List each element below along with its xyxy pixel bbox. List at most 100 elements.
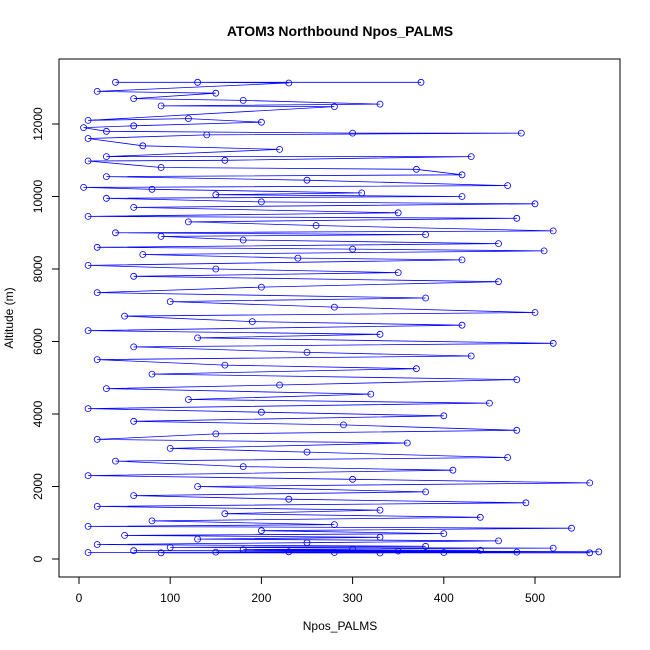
data-point bbox=[194, 334, 202, 342]
x-tick-label: 500 bbox=[525, 591, 545, 605]
data-point bbox=[458, 256, 466, 264]
data-point bbox=[157, 102, 165, 110]
data-point bbox=[549, 544, 557, 552]
data-point bbox=[103, 194, 110, 202]
data-point bbox=[148, 185, 156, 193]
data-point bbox=[157, 232, 165, 240]
data-point bbox=[93, 243, 101, 251]
data-point bbox=[84, 117, 92, 124]
data-point bbox=[417, 78, 425, 86]
data-point bbox=[303, 348, 311, 356]
data-point bbox=[212, 265, 220, 273]
data-point bbox=[139, 142, 147, 150]
data-point bbox=[412, 165, 420, 173]
data-point bbox=[476, 513, 484, 521]
data-point bbox=[194, 483, 202, 490]
data-point bbox=[294, 254, 302, 262]
data-point bbox=[194, 78, 202, 86]
data-point bbox=[184, 218, 192, 226]
data-point bbox=[139, 251, 147, 258]
y-tick-label: 2000 bbox=[31, 473, 45, 500]
data-point bbox=[376, 549, 384, 557]
data-point bbox=[312, 222, 320, 229]
data-point bbox=[358, 189, 366, 197]
data-point bbox=[93, 435, 101, 443]
data-point bbox=[495, 537, 502, 545]
series-line bbox=[83, 81, 599, 554]
data-point bbox=[330, 521, 338, 528]
data-point bbox=[504, 182, 512, 190]
data-point bbox=[440, 530, 448, 537]
data-point bbox=[376, 330, 384, 338]
data-point bbox=[84, 212, 92, 220]
data-point bbox=[93, 502, 101, 510]
x-axis: 0 100 200 300 400 500 bbox=[76, 576, 545, 605]
data-point bbox=[103, 127, 110, 135]
data-point bbox=[513, 214, 521, 222]
data-point bbox=[93, 541, 101, 548]
data-point bbox=[340, 421, 347, 429]
data-marks bbox=[80, 78, 603, 557]
y-tick-label: 0 bbox=[31, 555, 45, 562]
data-point bbox=[203, 131, 211, 139]
data-point bbox=[367, 390, 375, 398]
x-tick-label: 0 bbox=[76, 591, 83, 605]
data-point bbox=[440, 549, 448, 556]
data-point bbox=[458, 321, 466, 329]
data-point bbox=[121, 532, 128, 539]
data-point bbox=[103, 153, 110, 161]
data-point bbox=[458, 193, 466, 200]
data-point bbox=[394, 209, 402, 217]
data-point bbox=[184, 115, 192, 122]
data-point bbox=[148, 517, 156, 525]
data-point bbox=[504, 454, 512, 461]
data-point bbox=[586, 549, 594, 557]
data-point bbox=[166, 444, 174, 452]
data-point bbox=[485, 399, 493, 407]
data-point bbox=[458, 171, 466, 179]
data-point bbox=[93, 88, 101, 95]
x-tick-label: 400 bbox=[434, 591, 454, 605]
data-point bbox=[513, 376, 521, 384]
data-point bbox=[403, 439, 411, 447]
data-point bbox=[440, 412, 448, 420]
data-point bbox=[422, 488, 430, 496]
x-tick-label: 100 bbox=[160, 591, 180, 605]
data-point bbox=[80, 183, 87, 191]
data-point bbox=[248, 318, 256, 326]
data-point bbox=[422, 542, 430, 550]
data-point bbox=[221, 361, 229, 369]
data-point bbox=[285, 79, 293, 87]
y-tick-label: 12000 bbox=[31, 107, 45, 141]
data-point bbox=[495, 278, 502, 286]
data-point bbox=[531, 200, 539, 208]
data-point bbox=[303, 539, 311, 547]
data-point bbox=[112, 457, 119, 465]
x-axis-label: Npos_PALMS bbox=[303, 619, 377, 633]
data-point bbox=[595, 548, 603, 556]
data-point bbox=[212, 191, 220, 199]
data-point bbox=[239, 97, 247, 104]
data-point bbox=[130, 492, 138, 500]
data-point bbox=[495, 240, 502, 248]
data-point bbox=[394, 547, 402, 555]
data-point bbox=[540, 247, 548, 255]
data-point bbox=[130, 203, 138, 211]
data-point bbox=[239, 546, 247, 553]
data-point bbox=[285, 548, 293, 556]
data-point bbox=[103, 173, 110, 181]
data-point bbox=[467, 352, 475, 360]
data-point bbox=[394, 269, 402, 277]
data-point bbox=[349, 475, 357, 483]
y-tick-label: 8000 bbox=[31, 255, 45, 282]
data-point bbox=[422, 231, 430, 239]
data-point bbox=[84, 261, 92, 269]
data-point bbox=[349, 545, 357, 553]
chart-title: ATOM3 Northbound Npos_PALMS bbox=[227, 23, 453, 39]
data-point bbox=[221, 156, 229, 164]
data-point bbox=[257, 527, 265, 535]
data-point bbox=[148, 370, 156, 378]
data-point bbox=[467, 153, 475, 161]
